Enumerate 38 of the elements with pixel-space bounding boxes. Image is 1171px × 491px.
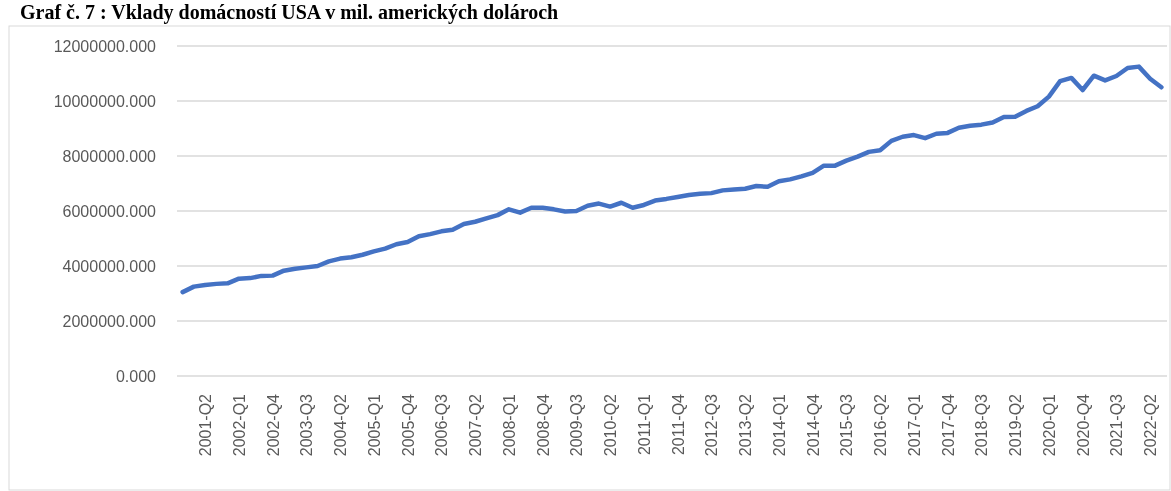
y-tick-label: 6000000.000 <box>62 202 157 220</box>
x-tick-label: 2017-Q4 <box>939 393 957 457</box>
x-tick-label: 2021-Q3 <box>1108 393 1126 457</box>
x-tick-label: 2020-Q4 <box>1074 393 1092 457</box>
x-tick-label: 2018-Q3 <box>973 393 991 457</box>
y-tick-label: 4000000.000 <box>62 257 157 275</box>
x-tick-label: 2008-Q1 <box>500 393 518 457</box>
x-tick-label: 2022-Q2 <box>1142 393 1160 457</box>
x-tick-label: 2014-Q4 <box>804 393 822 457</box>
x-tick-label: 2010-Q2 <box>602 393 620 457</box>
x-tick-label: 2002-Q1 <box>230 393 248 457</box>
x-tick-label: 2002-Q4 <box>264 393 282 457</box>
x-tick-label: 2006-Q3 <box>433 393 451 457</box>
x-tick-label: 2015-Q3 <box>838 393 856 457</box>
x-tick-label: 2016-Q2 <box>872 393 890 457</box>
y-tick-label: 12000000.000 <box>53 37 157 55</box>
x-tick-label: 2020-Q1 <box>1040 393 1058 457</box>
y-tick-label: 0.000 <box>115 367 157 385</box>
x-tick-label: 2005-Q4 <box>399 393 417 457</box>
y-tick-label: 2000000.000 <box>62 312 157 330</box>
x-tick-label: 2017-Q1 <box>905 393 923 457</box>
x-tick-label: 2011-Q4 <box>669 393 687 456</box>
x-tick-label: 2013-Q2 <box>737 393 755 457</box>
x-tick-label: 2012-Q3 <box>703 393 721 457</box>
x-tick-label: 2001-Q2 <box>197 393 215 457</box>
x-tick-label: 2014-Q1 <box>770 393 788 457</box>
x-tick-label: 2003-Q3 <box>298 393 316 457</box>
y-tick-label: 10000000.000 <box>53 92 157 110</box>
x-tick-label: 2007-Q2 <box>467 393 485 457</box>
x-tick-label: 2005-Q1 <box>365 393 383 457</box>
chart-title: Graf č. 7 : Vklady domácností USA v mil. amerických dolároch <box>20 1 559 24</box>
x-tick-label: 2019-Q2 <box>1007 393 1025 457</box>
x-tick-label: 2011-Q1 <box>635 393 653 456</box>
x-tick-label: 2008-Q4 <box>534 393 552 457</box>
line-series <box>180 64 1164 295</box>
y-tick-label: 8000000.000 <box>62 147 157 165</box>
x-tick-label: 2009-Q3 <box>568 393 586 457</box>
x-tick-label: 2004-Q2 <box>332 393 350 457</box>
